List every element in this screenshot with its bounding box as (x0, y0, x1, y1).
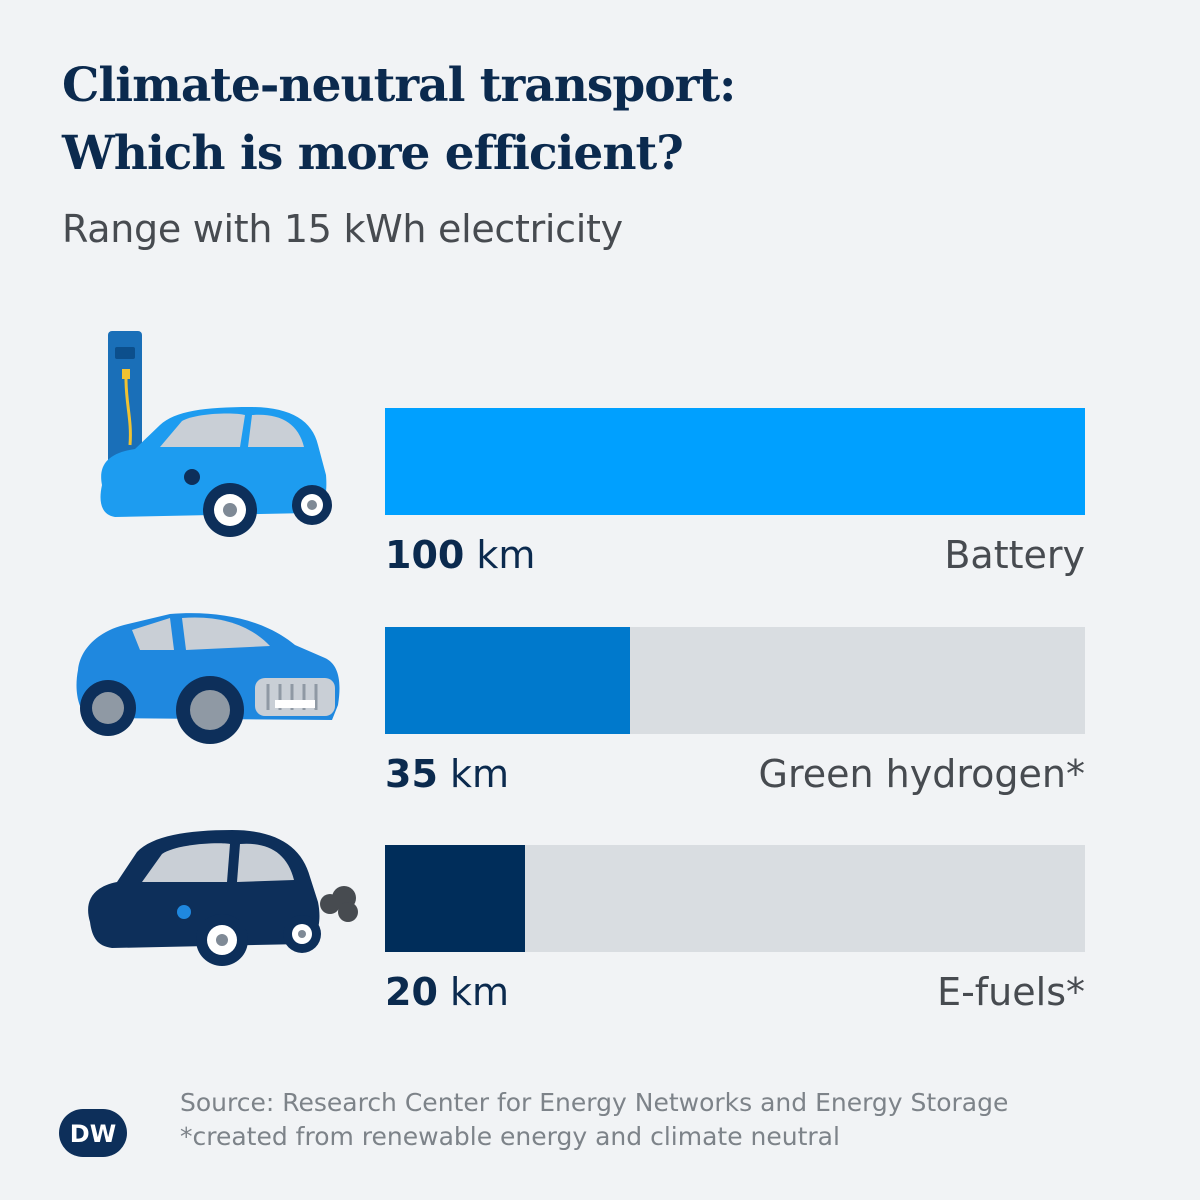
dw-logo: DW (59, 1109, 127, 1157)
title-line-1: Climate-neutral transport: (62, 58, 736, 113)
category-label: E-fuels* (937, 970, 1085, 1014)
bar-chart: 100 km Battery 35 km Green hydrogen* 20 km E-… (385, 408, 1085, 1014)
efuel-car-icon (88, 830, 358, 966)
category-label: Green hydrogen* (759, 752, 1085, 796)
footnote: *created from renewable energy and clima… (180, 1122, 840, 1151)
hydrogen-car-icon (76, 613, 340, 744)
battery-electric-car-icon (100, 331, 332, 537)
title-line-2: Which is more efficient? (62, 126, 684, 181)
data-label: 20 km (385, 970, 509, 1014)
bar (385, 408, 1085, 515)
bar (385, 845, 525, 952)
exhaust-smoke-icon (320, 886, 358, 922)
charging-station-icon (108, 331, 142, 481)
chart-subtitle: Range with 15 kWh electricity (62, 207, 623, 251)
dw-logo-text: DW (70, 1120, 116, 1148)
category-label: Battery (944, 533, 1085, 577)
data-label: 35 km (385, 752, 509, 796)
data-label: 100 km (385, 533, 535, 577)
bar (385, 627, 630, 734)
footer: Source: Research Center for Energy Netwo… (180, 1086, 1008, 1154)
chart-title: Climate-neutral transport: Which is more… (62, 52, 736, 188)
source-note: Source: Research Center for Energy Netwo… (180, 1088, 1009, 1117)
